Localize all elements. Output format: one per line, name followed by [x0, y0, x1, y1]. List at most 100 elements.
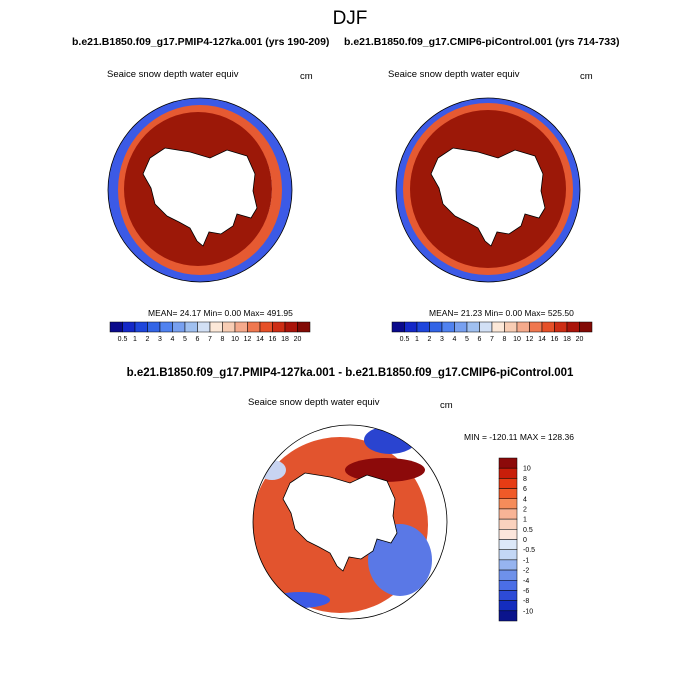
panel-2-colorbar-tick-label: 12 [526, 336, 534, 343]
panel-1-colorbar-swatch [297, 321, 311, 333]
panel-3-colorbar-tick-label: -4 [523, 578, 529, 585]
panel-3-colorbar-tick-label: -8 [523, 598, 529, 605]
panel-3-colorbar-swatch [498, 457, 518, 469]
panel-2-colorbar-tick-label: 10 [513, 336, 521, 343]
panel-1-colorbar-tick-label: 1 [133, 336, 137, 343]
panel-1-colorbar-swatch [259, 321, 273, 333]
panel-3-colorbar-tick-label: -6 [523, 588, 529, 595]
panel-1-variable: Seaice snow depth water equiv [107, 69, 239, 80]
panel-3-negative-region-south [270, 592, 330, 608]
panel-3-colorbar-swatch [498, 508, 518, 520]
panel-3-units: cm [440, 400, 453, 411]
panel-3-colorbar-tick-label: -2 [523, 568, 529, 575]
panel-2-variable: Seaice snow depth water equiv [388, 69, 520, 80]
panel-1-colorbar-tick-label: 8 [221, 336, 225, 343]
panel-1-colorbar-tick-label: 14 [256, 336, 264, 343]
panel-2-units: cm [580, 71, 593, 82]
panel-2-colorbar-tick-label: 6 [478, 336, 482, 343]
panel-2-colorbar-tick-label: 16 [551, 336, 559, 343]
panel-1-colorbar-swatch [109, 321, 123, 333]
figure-title: DJF [332, 8, 368, 29]
panel-3-colorbar-tick-label: 0 [523, 537, 527, 544]
panel-2-map [395, 97, 581, 283]
panel-3-colorbar-tick-label: -1 [523, 557, 529, 564]
panel-3-colorbar-swatch [498, 569, 518, 581]
panel-1-colorbar-tick-label: 3 [158, 336, 162, 343]
panel-2-colorbar-tick-label: 4 [453, 336, 457, 343]
panel-3-variable: Seaice snow depth water equiv [248, 397, 380, 408]
panel-2-colorbar-swatch [429, 321, 443, 333]
panel-1-colorbar-swatch [159, 321, 173, 333]
panel-1-colorbar-tick-label: 20 [294, 336, 302, 343]
panel-2-colorbar-swatch [504, 321, 518, 333]
panel-1-colorbar-swatch [247, 321, 261, 333]
panel-3-strong-positive [345, 458, 425, 482]
panel-1-map [107, 97, 293, 283]
panel-1-colorbar-swatch [234, 321, 248, 333]
panel-1-colorbar-swatch [172, 321, 186, 333]
panel-1-colorbar-tick-label: 6 [196, 336, 200, 343]
panel-2-colorbar-tick-label: 8 [503, 336, 507, 343]
panel-1-units: cm [300, 71, 313, 82]
panel-1-colorbar-swatch [197, 321, 211, 333]
panel-3-colorbar-swatch [498, 518, 518, 530]
panel-1-colorbar-swatch [134, 321, 148, 333]
panel-2-colorbar-swatch [416, 321, 430, 333]
panel-3-colorbar-tick-label: 4 [523, 496, 527, 503]
panel-2-colorbar-swatch [516, 321, 530, 333]
panel-3-colorbar-swatch [498, 590, 518, 601]
panel-2-colorbar-tick-label: 0.5 [400, 336, 410, 343]
panel-2-colorbar-swatch [541, 321, 555, 333]
panel-2-colorbar-tick-label: 7 [490, 336, 494, 343]
panel-1-stats: MEAN= 24.17 Min= 0.00 Max= 491.95 [148, 308, 293, 318]
panel-3-colorbar-swatch [498, 580, 518, 591]
panel-2-colorbar-swatch [566, 321, 580, 333]
panel-1-colorbar-swatch [184, 321, 198, 333]
panel-3-colorbar-swatch [498, 549, 518, 561]
panel-3-map [252, 424, 448, 620]
panel-1-colorbar-swatch [284, 321, 298, 333]
panel-1-colorbar-swatch [147, 321, 161, 333]
panel-3-weak-negative [258, 460, 286, 480]
panel-2-colorbar: 0.5 1 2 3 4 5 6 7 8 10 12 14 16 18 20 [391, 321, 593, 343]
panel-1-colorbar-swatch [272, 321, 286, 333]
panel-3-colorbar-tick-label: 2 [523, 506, 527, 513]
panel-2-colorbar-swatch [579, 321, 593, 333]
panel-3-colorbar-swatch [498, 539, 518, 550]
panel-2-colorbar-swatch [391, 321, 405, 333]
panel-3-case-title: b.e21.B1850.f09_g17.PMIP4-127ka.001 - b.… [126, 367, 574, 379]
panel-2-colorbar-swatch [554, 321, 568, 333]
panel-3-colorbar-tick-label: -10 [523, 608, 533, 615]
panel-2-colorbar-swatch [441, 321, 455, 333]
panel-1-colorbar-tick-label: 10 [231, 336, 239, 343]
panel-2-colorbar-tick-label: 18 [563, 336, 571, 343]
panel-1-colorbar-swatch [222, 321, 236, 333]
panel-1-colorbar-tick-label: 16 [269, 336, 277, 343]
panel-2-colorbar-tick-label: 1 [415, 336, 419, 343]
panel-3-colorbar-tick-label: 8 [523, 476, 527, 483]
panel-1-colorbar-tick-label: 12 [244, 336, 252, 343]
panel-2-colorbar-tick-label: 3 [440, 336, 444, 343]
panel-3-colorbar-swatch [498, 488, 518, 499]
panel-1-colorbar-swatch [122, 321, 136, 333]
panel-2-colorbar-swatch [491, 321, 505, 333]
panel-3-colorbar-swatch [498, 467, 518, 479]
panel-2-colorbar-tick-label: 5 [465, 336, 469, 343]
panel-2-colorbar-swatch [454, 321, 468, 333]
panel-1-colorbar-swatch [209, 321, 223, 333]
panel-1-colorbar-tick-label: 5 [183, 336, 187, 343]
panel-3-colorbar-tick-label: 1 [523, 517, 527, 524]
panel-3-colorbar-swatch [498, 600, 518, 612]
panel-3-colorbar-tick-label: 0.5 [523, 527, 533, 534]
panel-2-colorbar-tick-label: 2 [428, 336, 432, 343]
panel-1-case-title: b.e21.B1850.f09_g17.PMIP4-127ka.001 (yrs… [72, 36, 330, 48]
panel-3-colorbar-swatch [498, 478, 518, 489]
panel-3-colorbar: 10 8 6 4 2 1 0.5 0 -0.5 -1 -2 -4 -6 -8 -10 [498, 457, 535, 622]
panel-2-colorbar-swatch [466, 321, 480, 333]
panel-3-stats: MIN = -120.11 MAX = 128.36 [464, 432, 574, 442]
panel-3-negative-region-north [364, 426, 416, 454]
panel-3-colorbar-tick-label: -0.5 [523, 547, 535, 554]
panel-2-colorbar-swatch [404, 321, 418, 333]
panel-3-colorbar-tick-label: 6 [523, 486, 527, 493]
